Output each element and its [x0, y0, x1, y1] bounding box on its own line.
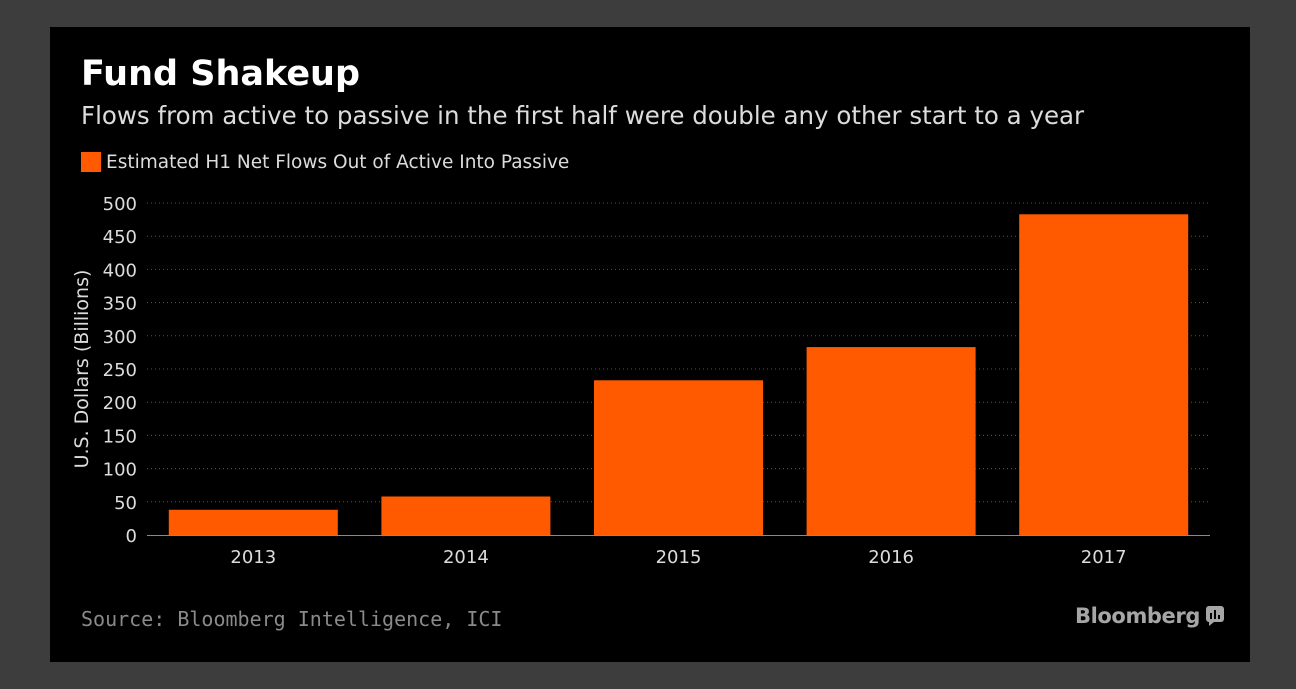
chart-panel: Fund Shakeup Flows from active to passiv… [50, 27, 1250, 662]
brand-name: Bloomberg [1074, 604, 1200, 628]
y-tick-label: 500 [103, 194, 137, 215]
x-tick-label: 2017 [1081, 547, 1127, 568]
y-tick-label: 50 [114, 493, 137, 514]
chart-subtitle: Flows from active to passive in the firs… [81, 101, 1085, 130]
y-tick-label: 200 [103, 393, 137, 414]
x-tick-label: 2016 [868, 547, 914, 568]
legend: Estimated H1 Net Flows Out of Active Int… [81, 151, 569, 173]
bar-2017 [1019, 214, 1189, 535]
bars [168, 214, 1189, 535]
bar-2015 [594, 380, 763, 535]
bar-2014 [381, 496, 551, 535]
legend-swatch [81, 152, 101, 172]
y-tick-label: 0 [126, 526, 137, 547]
legend-label: Estimated H1 Net Flows Out of Active Int… [106, 151, 570, 173]
x-tick-label: 2015 [656, 547, 702, 568]
chart-title: Fund Shakeup [81, 54, 361, 94]
y-tick-label: 300 [103, 327, 137, 348]
y-axis-ticks: 0 50 100 150 200 250 300 350 400 450 500 [103, 194, 137, 547]
y-tick-label: 350 [103, 294, 137, 315]
x-tick-label: 2013 [230, 547, 276, 568]
x-axis-ticks: 2013 2014 2015 2016 2017 [230, 547, 1126, 568]
y-tick-label: 450 [103, 227, 137, 248]
x-tick-label: 2014 [443, 547, 489, 568]
bar-2013 [168, 509, 338, 535]
bloomberg-chart-icon [1206, 606, 1224, 626]
y-tick-label: 150 [103, 426, 137, 447]
y-tick-label: 100 [103, 460, 137, 481]
brand: Bloomberg [1075, 604, 1224, 628]
bar-2016 [806, 347, 976, 535]
source-note: Source: Bloomberg Intelligence, ICI [81, 607, 503, 631]
y-tick-label: 400 [103, 260, 137, 281]
y-tick-label: 250 [103, 360, 137, 381]
y-axis-label: U.S. Dollars (Billions) [71, 270, 93, 469]
